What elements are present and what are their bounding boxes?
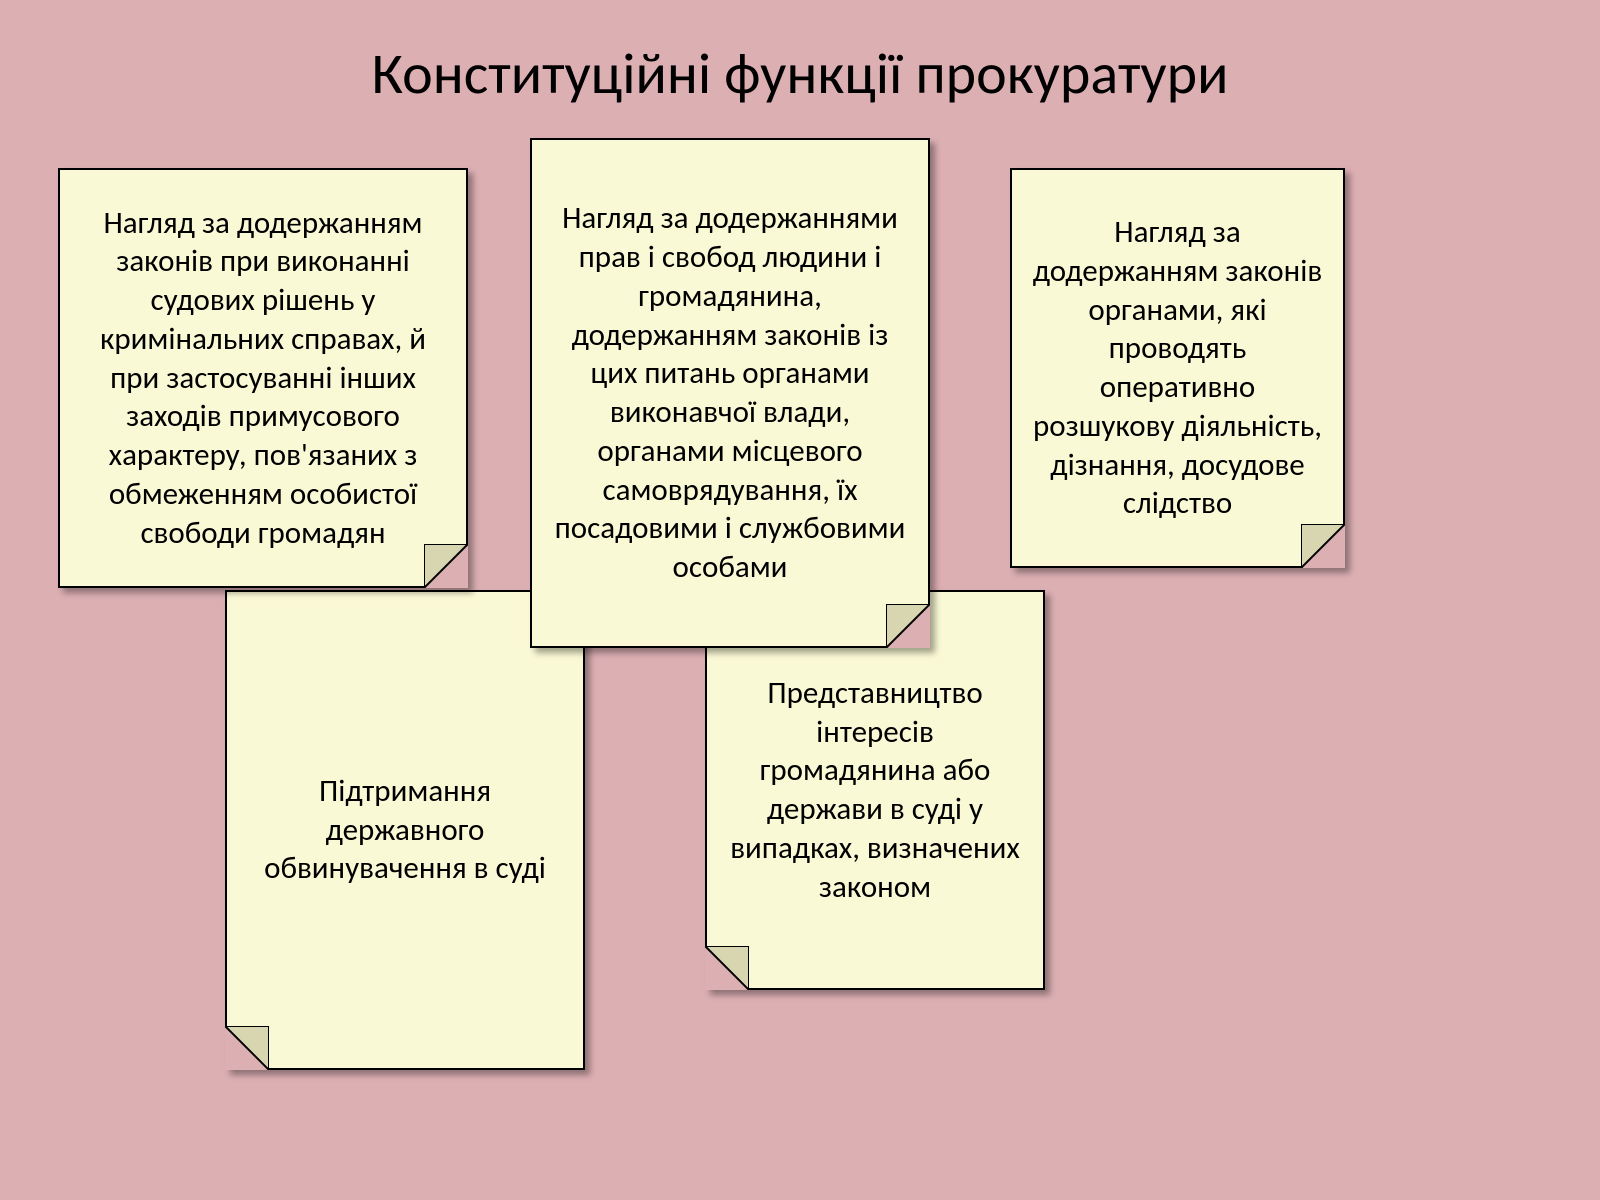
note-1-text: Нагляд за додержанням законів при викона…	[78, 204, 448, 553]
note-5-text: Представництво інтересів громадянина або…	[725, 674, 1025, 907]
note-1: Нагляд за додержанням законів при викона…	[58, 168, 468, 588]
note-4: Підтримання державного обвинувачення в с…	[225, 590, 585, 1070]
note-3: Нагляд за додержанням законів органами, …	[1010, 168, 1345, 568]
note-2-text: Нагляд за додержаннями прав і свобод люд…	[550, 199, 910, 587]
slide-title: Конституційні функції прокуратури	[0, 38, 1600, 109]
fold-mask	[886, 604, 930, 648]
fold-mask	[1301, 524, 1345, 568]
fold-mask	[225, 1026, 269, 1070]
note-4-text: Підтримання державного обвинувачення в с…	[245, 772, 565, 888]
note-3-text: Нагляд за додержанням законів органами, …	[1030, 213, 1325, 523]
fold-mask	[705, 946, 749, 990]
slide: Конституційні функції прокуратури Підтри…	[0, 0, 1600, 1200]
note-2: Нагляд за додержаннями прав і свобод люд…	[530, 138, 930, 648]
note-5: Представництво інтересів громадянина або…	[705, 590, 1045, 990]
